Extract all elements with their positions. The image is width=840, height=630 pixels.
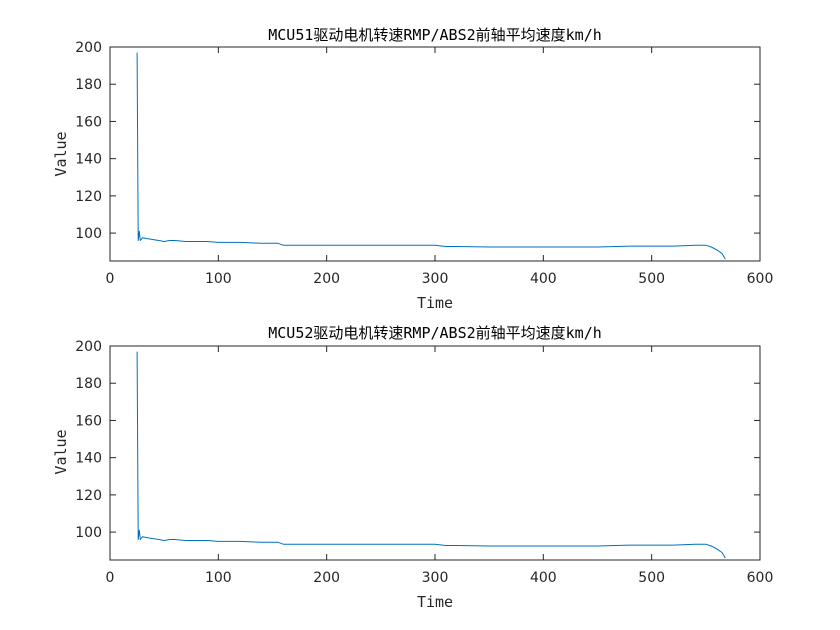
subplot-1-yticks: 100 120 140 160 180 200 — [75, 40, 760, 242]
subplot-2-xtick-label: 600 — [747, 570, 774, 586]
subplot-1-xticks: 0 100 200 300 400 500 600 — [106, 47, 774, 287]
subplot-1-ytick-label: 180 — [75, 77, 102, 93]
subplot-2-ytick-label: 200 — [75, 339, 102, 355]
subplot-2-ytick-label: 160 — [75, 413, 102, 429]
subplot-2-ytick-label: 100 — [75, 525, 102, 541]
subplot-2-ytick-label: 180 — [75, 376, 102, 392]
subplot-2-xticks: 0 100 200 300 400 500 600 — [106, 346, 774, 586]
subplot-2-xtick-label: 500 — [638, 570, 665, 586]
subplot-2-xtick-label: 0 — [106, 570, 115, 586]
subplot-2-series-line — [136, 351, 726, 559]
subplot-1-series-line — [136, 52, 726, 260]
subplot-1-title: MCU51驱动电机转速RMP/ABS2前轴平均速度km/h — [268, 26, 602, 44]
subplot-1-ytick-label: 160 — [75, 114, 102, 130]
subplot-2-ytick-label: 140 — [75, 451, 102, 467]
subplot-1: MCU51驱动电机转速RMP/ABS2前轴平均速度km/h 1001201401… — [52, 26, 773, 312]
subplot-2-ytick-label: 120 — [75, 488, 102, 504]
subplot-1-xtick-label: 600 — [747, 271, 774, 287]
subplot-2-axes-frame — [109, 345, 761, 561]
subplot-2-ylabel: Value — [52, 429, 70, 474]
subplot-2-title: MCU52驱动电机转速RMP/ABS2前轴平均速度km/h — [268, 324, 602, 342]
subplot-2-xtick-label: 100 — [205, 570, 232, 586]
subplot-2-xlabel: Time — [417, 593, 453, 611]
subplot-1-xtick-label: 0 — [106, 271, 115, 287]
subplot-2-xtick-label: 300 — [422, 570, 449, 586]
subplot-1-xlabel: Time — [417, 294, 453, 312]
subplot-1-xtick-label: 300 — [422, 271, 449, 287]
subplot-1-ylabel: Value — [52, 131, 70, 176]
subplot-1-axes-frame — [109, 46, 761, 262]
subplot-1-ytick-label: 140 — [75, 152, 102, 168]
subplot-2-xtick-label: 200 — [313, 570, 340, 586]
subplot-1-xtick-label: 200 — [313, 271, 340, 287]
subplot-1-ytick-label: 200 — [75, 40, 102, 56]
subplot-2: MCU52驱动电机转速RMP/ABS2前轴平均速度km/h 100 120 140 1… — [52, 324, 773, 611]
subplot-1-xtick-label: 100 — [205, 271, 232, 287]
subplot-1-ytick-label: 120 — [75, 189, 102, 205]
subplot-2-xtick-label: 400 — [530, 570, 557, 586]
subplot-1-ytick-label: 100 — [75, 226, 102, 242]
subplot-1-xtick-label: 500 — [638, 271, 665, 287]
subplot-1-xtick-label: 400 — [530, 271, 557, 287]
